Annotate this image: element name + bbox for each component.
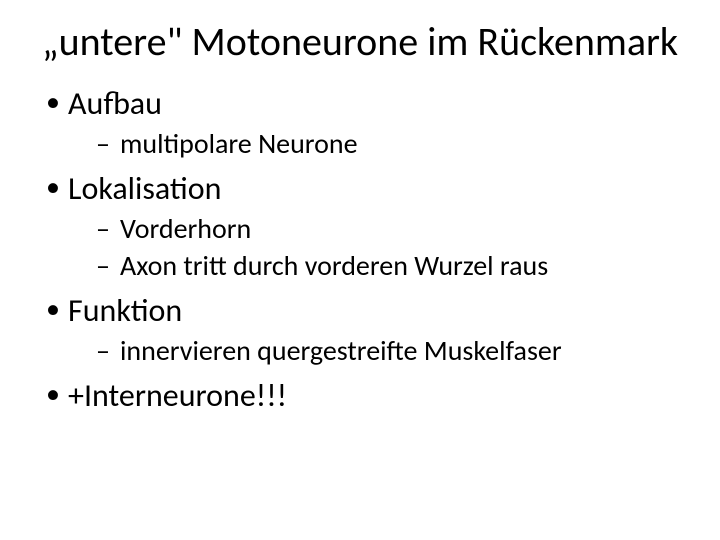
bullet-label: Funktion <box>68 291 182 330</box>
bullet-label: Vorderhorn <box>120 211 251 246</box>
list-item: Axon tritt durch vorderen Wurzel raus <box>68 248 680 283</box>
bullet-label: Aufbau <box>68 84 162 123</box>
list-item: +Interneurone!!! <box>40 376 680 416</box>
list-item: Funktion innervieren quergestreifte Musk… <box>40 291 680 368</box>
bullet-list: Aufbau multipolare Neurone Lokalisation … <box>40 84 680 416</box>
list-item: Aufbau multipolare Neurone <box>40 84 680 161</box>
bullet-label: Axon tritt durch vorderen Wurzel raus <box>120 248 548 283</box>
bullet-label: innervieren quergestreifte Muskelfaser <box>120 333 562 368</box>
sub-list: innervieren quergestreifte Muskelfaser <box>68 333 680 368</box>
slide: „untere" Motoneurone im Rückenmark Aufba… <box>0 0 720 540</box>
list-item: Vorderhorn <box>68 211 680 246</box>
bullet-label: multipolare Neurone <box>120 126 358 161</box>
list-item: innervieren quergestreifte Muskelfaser <box>68 333 680 368</box>
sub-list: multipolare Neurone <box>68 126 680 161</box>
bullet-label: Lokalisation <box>68 169 221 208</box>
slide-title: „untere" Motoneurone im Rückenmark <box>40 20 680 64</box>
list-item: multipolare Neurone <box>68 126 680 161</box>
sub-list: Vorderhorn Axon tritt durch vorderen Wur… <box>68 211 680 283</box>
list-item: Lokalisation Vorderhorn Axon tritt durch… <box>40 169 680 283</box>
bullet-label: +Interneurone!!! <box>68 376 287 415</box>
